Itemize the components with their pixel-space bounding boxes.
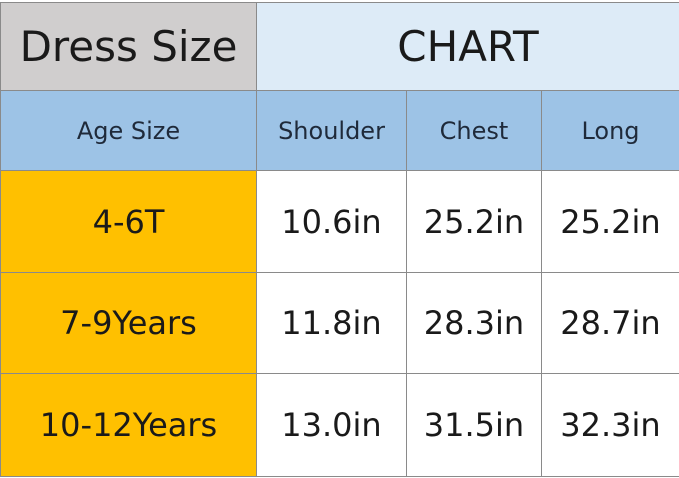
measurement-cell: 31.5in (406, 373, 542, 477)
column-header: Long (541, 90, 679, 171)
age-size-cell: 7-9Years (0, 272, 257, 374)
title-dress-size: Dress Size (0, 2, 257, 91)
age-size-cell: 4-6T (0, 170, 257, 273)
measurement-cell: 13.0in (256, 373, 407, 477)
column-header: Shoulder (256, 90, 407, 171)
measurement-cell: 28.3in (406, 272, 542, 374)
measurement-cell: 25.2in (541, 170, 679, 273)
column-header: Chest (406, 90, 542, 171)
measurement-cell: 32.3in (541, 373, 679, 477)
measurement-cell: 11.8in (256, 272, 407, 374)
title-chart: CHART (256, 2, 679, 91)
measurement-cell: 25.2in (406, 170, 542, 273)
column-header: Age Size (0, 90, 257, 171)
measurement-cell: 28.7in (541, 272, 679, 374)
age-size-cell: 10-12Years (0, 373, 257, 477)
measurement-cell: 10.6in (256, 170, 407, 273)
